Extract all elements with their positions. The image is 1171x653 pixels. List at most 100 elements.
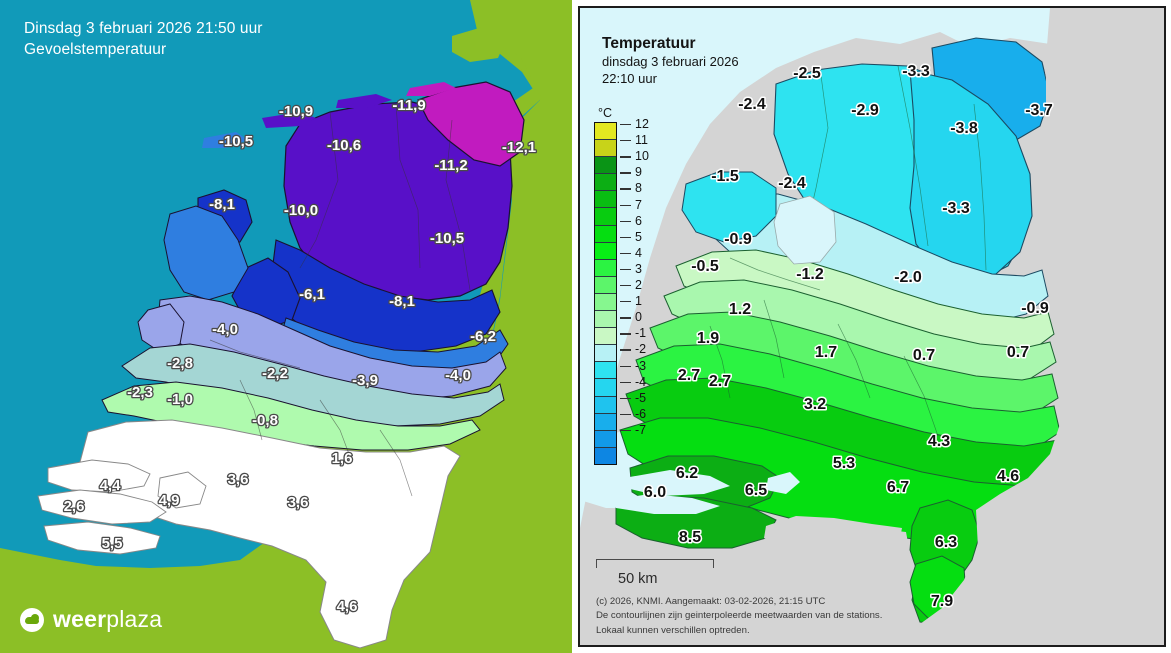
map-value-label: -2.4 xyxy=(738,96,766,113)
map-value-label: 3,6 xyxy=(288,494,309,511)
legend-swatch xyxy=(595,242,616,260)
map-value-label: -2,2 xyxy=(262,365,288,382)
map-value-label: -10,5 xyxy=(219,133,253,150)
legend-swatch xyxy=(595,447,616,464)
map-value-label: 4,9 xyxy=(159,492,180,509)
map-value-label: -11,9 xyxy=(392,97,425,114)
map-value-label: 6.7 xyxy=(887,479,909,496)
map-value-label: -3.7 xyxy=(1025,102,1053,119)
map-value-label: 6.5 xyxy=(745,482,767,499)
map-value-label: 4,6 xyxy=(337,598,358,615)
map-value-label: -10,6 xyxy=(327,137,361,154)
legend-tick: 11 xyxy=(620,133,648,148)
map-value-label: 5.3 xyxy=(833,455,855,472)
map-value-label: -1.5 xyxy=(711,168,739,185)
legend-swatch xyxy=(595,328,616,346)
map-value-label: -0,8 xyxy=(252,412,278,429)
legend-tick: -7 xyxy=(619,422,647,437)
left-panel-gevoelstemperatuur: Dinsdag 3 februari 2026 21:50 uur Gevoel… xyxy=(0,0,572,653)
legend-swatch xyxy=(595,140,616,158)
map-value-label: -1.2 xyxy=(796,266,824,283)
map-value-label: -4,0 xyxy=(445,367,471,384)
weerplaza-logo[interactable]: weerplaza xyxy=(20,606,162,633)
map-value-label: -10,9 xyxy=(279,103,313,120)
left-map-graphic xyxy=(0,0,572,653)
legend-tick: 9 xyxy=(620,165,642,180)
scale-bar-line xyxy=(596,559,714,568)
map-value-label: -8,1 xyxy=(389,293,415,310)
legend-unit-label: °C xyxy=(598,106,613,120)
right-panel-header: Temperatuur dinsdag 3 februari 2026 22:1… xyxy=(602,34,739,87)
legend-tick: 10 xyxy=(620,149,649,164)
right-panel-title: Temperatuur xyxy=(602,35,696,52)
map-value-label: 2,6 xyxy=(64,498,85,515)
map-value-label: -3.3 xyxy=(942,200,970,217)
map-value-label: -11,2 xyxy=(434,157,467,174)
map-value-label: -12,1 xyxy=(502,139,536,156)
left-map-temperature-zones xyxy=(37,81,525,649)
legend-tick: 12 xyxy=(620,117,649,131)
legend-tick: 5 xyxy=(620,229,642,244)
right-panel-subtitle: dinsdag 3 februari 2026 22:10 uur xyxy=(602,54,739,86)
map-value-label: 0.7 xyxy=(913,347,935,364)
map-value-label: -3.3 xyxy=(902,63,930,80)
map-value-label: -8,1 xyxy=(209,196,235,213)
map-value-label: 5,5 xyxy=(102,535,123,552)
legend-swatch xyxy=(595,362,616,380)
map-value-label: 3.2 xyxy=(804,396,826,413)
legend-tick-labels: 12 11 10 9 8 7 6 5 4 3 2 1 0 -1 -2 -3 -4 -5 -6 -7 xyxy=(617,117,677,448)
map-credits: (c) 2026, KNMI. Aangemaakt: 03-02-2026, … xyxy=(596,596,883,636)
logo-text-light: plaza xyxy=(106,606,163,632)
map-value-label: 2.7 xyxy=(709,373,731,390)
legend-swatch xyxy=(595,396,616,414)
map-value-label: -10,5 xyxy=(430,230,464,247)
legend-swatch xyxy=(595,276,616,294)
legend-tick: -6 xyxy=(619,406,647,421)
map-value-label: -6,1 xyxy=(299,286,325,303)
map-scale-bar: 50 km xyxy=(596,559,714,587)
legend-swatch xyxy=(595,208,616,226)
legend-swatch xyxy=(595,413,616,431)
map-value-label: 1.9 xyxy=(697,330,719,347)
map-value-label: 4.6 xyxy=(997,468,1019,485)
map-value-label: -2.9 xyxy=(851,102,879,119)
weerplaza-wordmark: weerplaza xyxy=(53,606,162,633)
legend-tick: 1 xyxy=(620,294,642,309)
cloud-icon xyxy=(20,607,44,632)
map-value-label: -2.0 xyxy=(894,269,922,286)
map-value-label: 6.0 xyxy=(644,484,666,501)
legend-tick: -5 xyxy=(619,390,647,405)
map-value-label: -3,9 xyxy=(352,372,378,389)
map-value-label: -2,3 xyxy=(127,384,153,401)
legend-swatch xyxy=(595,174,616,192)
legend-swatch xyxy=(595,379,616,397)
map-value-label: -3.8 xyxy=(950,120,978,137)
legend-tick: -4 xyxy=(619,374,647,389)
legend-tick: -3 xyxy=(619,358,647,373)
legend-swatch xyxy=(595,293,616,312)
legend-tick: 4 xyxy=(620,245,642,260)
left-panel-header: Dinsdag 3 februari 2026 21:50 uur Gevoel… xyxy=(24,20,263,58)
map-value-label: -2,8 xyxy=(167,355,193,372)
map-value-label: 6.2 xyxy=(676,465,698,482)
legend-tick: 8 xyxy=(620,181,642,196)
legend-swatch xyxy=(595,157,616,175)
map-value-label: 3,6 xyxy=(228,471,249,488)
map-value-label: -0.5 xyxy=(691,258,719,275)
legend-swatch xyxy=(595,430,616,448)
right-panel-temperatuur: Temperatuur dinsdag 3 februari 2026 22:1… xyxy=(578,6,1166,647)
map-value-label: 4,4 xyxy=(100,477,122,494)
right-map-value-labels: -2.5 -3.3 -2.4 -2.9 -3.8 -3.7 -1.5 -2.4 -3.3 -0.9… xyxy=(642,62,1054,612)
map-value-label: -10,0 xyxy=(284,202,318,219)
legend-swatch xyxy=(595,123,616,141)
map-value-label: -0.9 xyxy=(724,231,752,248)
map-value-label: -0.9 xyxy=(1021,300,1049,317)
legend-tick: -1 xyxy=(619,326,647,341)
left-map-value-labels: -10,9 -11,9 -12,1 -10,5 -10,6 -11,2 -8,1 -10,0 -… xyxy=(62,96,537,617)
logo-text-bold: weer xyxy=(53,606,107,632)
map-value-label: 1.7 xyxy=(815,344,837,361)
map-value-label: 1.2 xyxy=(729,301,751,318)
map-value-label: -4,0 xyxy=(212,321,238,338)
legend-swatch xyxy=(595,311,616,329)
